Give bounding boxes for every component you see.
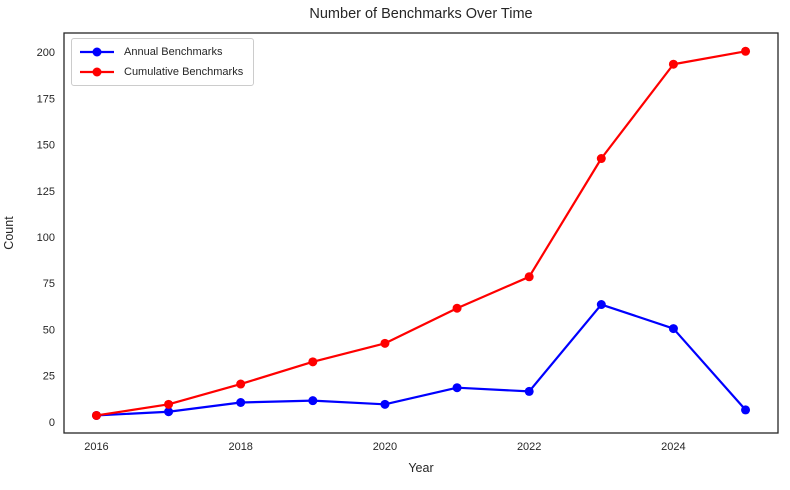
y-tick-label: 200 [37,47,55,59]
data-point-annual [164,407,174,417]
y-tick-label: 175 [37,93,55,105]
data-point-cumulative [524,272,534,282]
y-axis-label: Count [2,216,16,250]
data-point-annual [308,396,318,406]
y-tick-label: 75 [43,278,55,290]
y-tick-label: 150 [37,140,55,152]
legend: Annual Benchmarks Cumulative Benchmarks [71,38,255,86]
data-point-annual [596,300,606,310]
data-point-annual [380,399,390,409]
y-tick-label: 0 [49,417,55,429]
y-tick-label: 25 [43,371,55,383]
line-series-annual [95,303,747,417]
x-tick-label: 2024 [661,441,685,453]
legend-label-annual-benchmarks: Annual Benchmarks [124,46,223,58]
data-point-cumulative [91,410,101,420]
data-point-annual [741,405,751,415]
y-tick-label: 50 [43,324,55,336]
chart-title: Number of Benchmarks Over Time [309,6,533,22]
x-axis-label: Year [408,461,434,475]
legend-item-cumulative-benchmarks: Cumulative Benchmarks [78,63,243,81]
line-series-cumulative [95,50,747,417]
data-point-annual [452,383,462,393]
x-tick-label: 2020 [373,441,397,453]
data-point-cumulative [236,379,246,389]
data-point-annual [668,324,678,334]
x-tick-label: 2022 [517,441,541,453]
data-point-cumulative [741,46,751,56]
data-point-cumulative [164,399,174,409]
data-point-cumulative [380,338,390,348]
x-tick-label: 2018 [228,441,252,453]
legend-label-cumulative-benchmarks: Cumulative Benchmarks [124,66,244,78]
legend-item-annual-benchmarks: Annual Benchmarks [78,43,243,61]
data-point-cumulative [596,154,606,164]
data-point-cumulative [308,357,318,367]
plot-border [63,32,779,434]
legend-line-marker-icon [80,47,114,57]
y-tick-label: 125 [37,186,55,198]
legend-line-marker-icon [80,67,114,77]
data-point-cumulative [452,303,462,313]
x-tick-label: 2016 [84,441,108,453]
data-point-annual [236,398,246,408]
y-tick-label: 100 [37,232,55,244]
data-point-cumulative [668,59,678,69]
data-point-annual [524,386,534,396]
